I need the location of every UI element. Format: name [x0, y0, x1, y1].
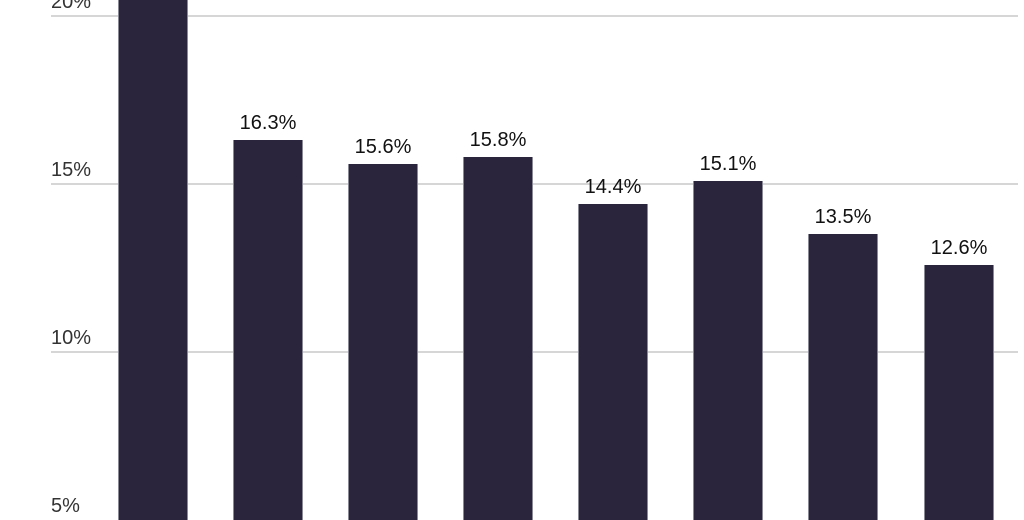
- bar-6: [693, 180, 763, 520]
- gridline-10: [51, 351, 1018, 353]
- bar-5: [578, 204, 648, 520]
- y-tick-10: 10%: [51, 327, 92, 349]
- y-tick-15: 15%: [51, 159, 92, 181]
- bar-8: [924, 264, 994, 520]
- bar-4: [463, 157, 533, 520]
- bar-3: [348, 163, 418, 520]
- gridline-15: [51, 183, 1018, 185]
- bar-value-label: 15.8%: [469, 129, 527, 152]
- y-tick-5: 5%: [51, 495, 80, 517]
- bar-value-label: 15.6%: [354, 135, 412, 158]
- bar-7: [808, 234, 878, 520]
- bar-value-label: 15.1%: [699, 152, 757, 175]
- y-axis-title-wrap: sing a child as a % of median family inc…: [0, 0, 50, 512]
- bar-value-label: 14.4%: [584, 176, 642, 199]
- bar-value-label: 16.3%: [239, 112, 297, 135]
- bar-1: [118, 0, 188, 520]
- y-tick-20: 20%: [51, 0, 92, 13]
- bar-value-label: 13.5%: [814, 206, 872, 229]
- bar-2: [233, 140, 303, 520]
- gridline-20: [51, 15, 1018, 17]
- bar-value-label: 12.6%: [930, 236, 988, 259]
